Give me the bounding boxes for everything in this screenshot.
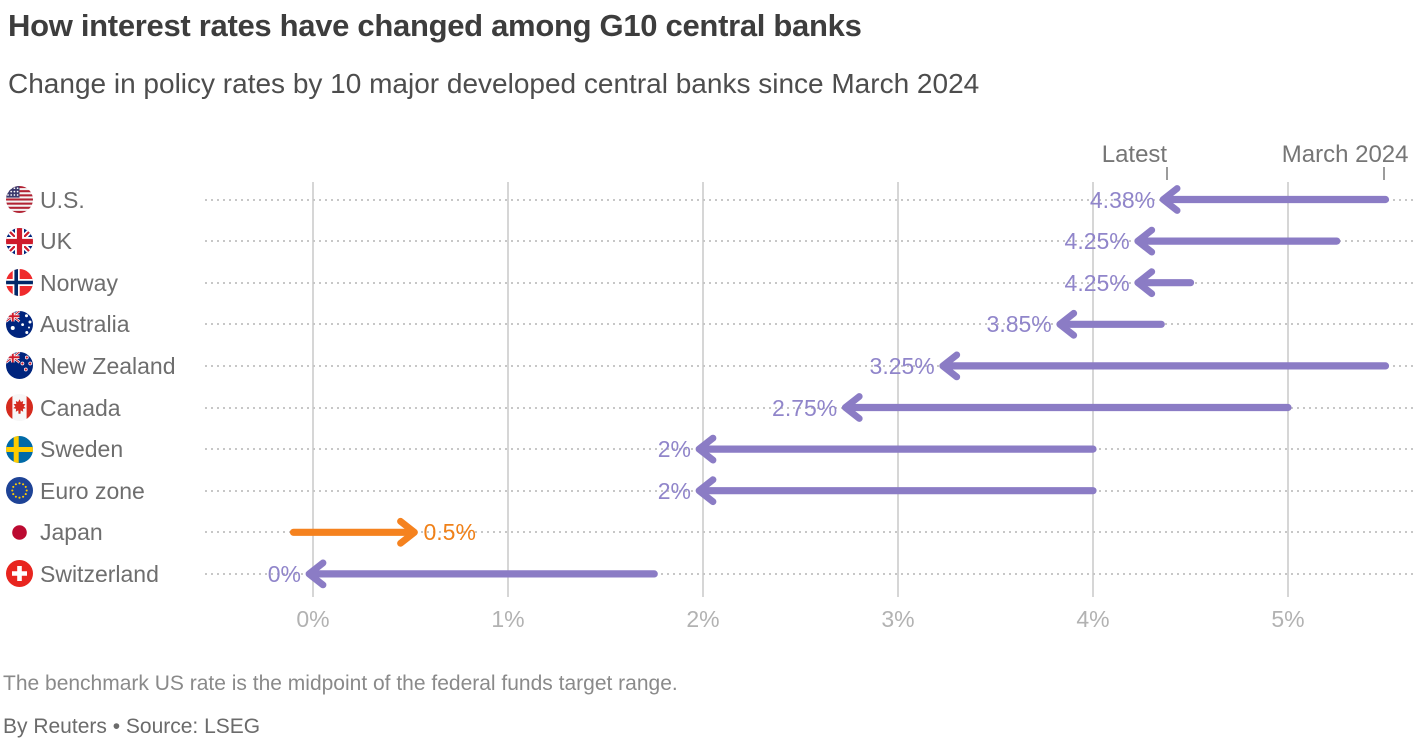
latest-rate-value-canada: 2.75% [772,394,838,421]
x-axis-tick-label: 0% [296,606,330,632]
latest-column-tick [1166,167,1169,180]
country-label-norway: Norway [40,269,118,296]
sweden-flag-icon [6,435,33,463]
country-label-u-s: U.S. [40,186,85,213]
row-leader-line-uk [205,240,1413,243]
us-flag-icon [6,186,33,213]
latest-rate-value-australia: 3.85% [986,311,1052,338]
latest-rate-value-japan: 0.5% [423,519,476,546]
chart-byline: By Reuters • Source: LSEG [3,715,261,738]
gridline-5% [1287,182,1289,597]
chart-subtitle: Change in policy rates by 10 major devel… [8,68,980,99]
gridline-4% [1092,182,1094,597]
country-row-canada: Canada [6,394,121,422]
x-axis-tick-label: 2% [686,606,720,632]
latest-rate-value-uk: 4.25% [1064,228,1130,255]
country-label-japan: Japan [40,519,103,546]
row-leader-line-switzerland [205,572,1413,575]
uk-flag-icon [6,227,33,255]
country-row-sweden: Sweden [6,435,123,463]
row-leader-line-euro-zone [205,489,1413,492]
country-label-uk: UK [40,228,72,255]
country-row-new-zealand: New Zealand [6,352,176,380]
gridline-1% [507,182,509,597]
march-2024-column-label: March 2024 [1281,141,1409,168]
gridline-3% [897,182,899,597]
chart-footnote: The benchmark US rate is the midpoint of… [3,672,678,695]
country-label-new-zealand: New Zealand [40,352,176,379]
latest-rate-value-switzerland: 0% [267,560,301,587]
latest-rate-value-sweden: 2% [657,436,691,463]
latest-column-label: Latest [1101,141,1168,168]
country-label-sweden: Sweden [40,436,124,463]
latest-rate-value-norway: 4.25% [1064,269,1130,296]
country-row-australia: Australia [6,310,129,338]
latest-rate-value-new-zealand: 3.25% [869,352,935,379]
japan-flag-icon [6,518,33,546]
country-row-norway: Norway [6,269,118,297]
row-leader-line-canada [205,406,1413,409]
x-axis-tick-label: 5% [1271,606,1305,632]
canada-flag-icon [6,394,33,421]
row-leader-line-australia [205,323,1413,326]
x-axis-tick-label: 3% [881,606,915,632]
latest-rate-value-u-s: 4.38% [1089,186,1156,213]
row-leader-line-sweden [205,448,1413,451]
country-row-euro-zone: Euro zone [6,477,145,505]
country-row-uk: UK [6,227,72,255]
country-row-u-s: U.S. [6,186,85,214]
chart-title: How interest rates have changed among G1… [8,8,862,43]
country-row-switzerland: Switzerland [6,560,159,588]
latest-rate-value-euro-zone: 2% [657,477,691,504]
row-leader-line-u-s [205,198,1413,201]
row-leader-line-norway [205,281,1413,284]
switzerland-flag-icon [6,560,33,588]
country-row-japan: Japan [6,518,103,546]
australia-flag-icon [6,310,33,338]
x-axis-tick-label: 4% [1076,606,1110,632]
country-label-canada: Canada [40,394,121,421]
euro-zone-flag-icon [6,477,33,505]
row-leader-line-japan [205,531,1413,534]
march-2024-column-tick [1383,167,1385,180]
gridline-0% [312,182,314,597]
norway-flag-icon [6,269,33,297]
new-zealand-flag-icon [6,352,33,380]
gridline-2% [702,182,704,597]
country-label-euro-zone: Euro zone [40,477,145,504]
x-axis-tick-label: 1% [491,606,525,632]
row-leader-line-new-zealand [205,364,1413,367]
country-label-australia: Australia [40,311,130,338]
country-label-switzerland: Switzerland [40,560,159,587]
